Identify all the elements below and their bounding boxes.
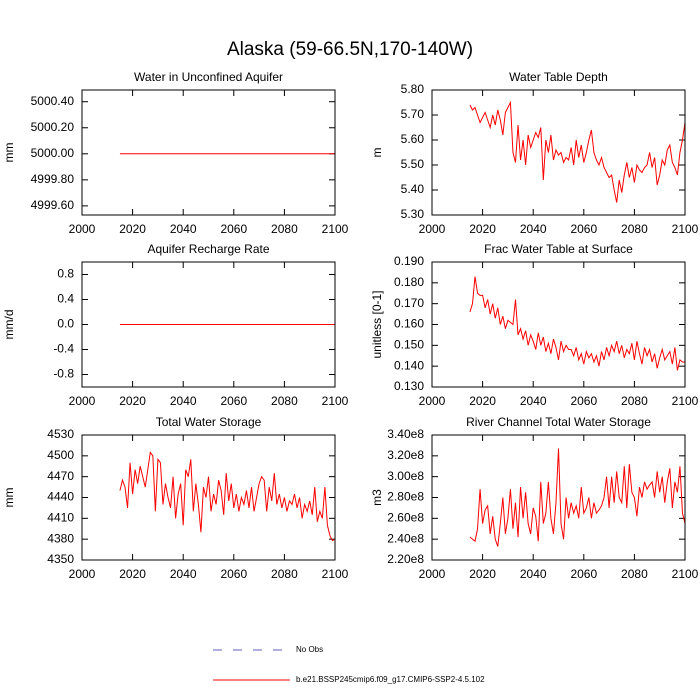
y-tick-label: 3.40e8	[387, 427, 424, 441]
y-tick-label: 4500	[47, 448, 74, 462]
panel-title: Total Water Storage	[156, 415, 262, 429]
y-tick-label: 5.50	[401, 157, 425, 171]
x-tick-label: 2020	[469, 394, 496, 408]
y-tick-label: 3.20e8	[387, 448, 424, 462]
panel-title: Aquifer Recharge Rate	[147, 242, 269, 256]
x-tick-label: 2060	[570, 567, 597, 581]
x-tick-label: 2040	[520, 394, 547, 408]
y-axis-label: m3	[370, 489, 384, 506]
data-line	[469, 448, 686, 547]
y-tick-label: 0.190	[394, 254, 424, 268]
x-tick-label: 2100	[672, 222, 699, 236]
x-tick-label: 2000	[69, 222, 96, 236]
x-tick-label: 2000	[419, 567, 446, 581]
y-tick-label: 4999.80	[31, 172, 75, 186]
y-axis-label: mm	[2, 488, 16, 508]
y-tick-label: 0.170	[394, 296, 424, 310]
x-tick-label: 2100	[322, 394, 349, 408]
y-tick-label: 0.160	[394, 317, 424, 331]
x-tick-label: 2080	[271, 394, 298, 408]
y-tick-label: 5.80	[401, 82, 425, 96]
x-tick-label: 2080	[621, 394, 648, 408]
y-tick-label: -0.4	[53, 342, 74, 356]
y-tick-label: 4380	[47, 531, 74, 545]
plot-frame	[431, 89, 686, 216]
plot-frame	[81, 89, 336, 216]
data-line	[119, 451, 336, 542]
x-tick-label: 2020	[119, 394, 146, 408]
y-tick-label: 4530	[47, 427, 74, 441]
y-tick-label: 0.8	[57, 267, 74, 281]
y-axis-label: m	[370, 148, 384, 158]
y-tick-label: 4999.60	[31, 198, 75, 212]
y-tick-label: 2.20e8	[387, 552, 424, 566]
y-tick-label: -0.8	[53, 367, 74, 381]
data-line	[469, 100, 686, 203]
x-tick-label: 2060	[570, 222, 597, 236]
y-tick-label: 5.60	[401, 132, 425, 146]
y-axis-label: unitless [0-1]	[370, 290, 384, 358]
x-tick-label: 2060	[570, 394, 597, 408]
x-tick-label: 2100	[672, 394, 699, 408]
x-tick-label: 2080	[621, 567, 648, 581]
y-tick-label: 2.80e8	[387, 490, 424, 504]
y-tick-label: 5.70	[401, 107, 425, 121]
x-tick-label: 2000	[69, 394, 96, 408]
x-tick-label: 2020	[119, 567, 146, 581]
x-tick-label: 2100	[322, 222, 349, 236]
x-tick-label: 2020	[469, 567, 496, 581]
x-tick-label: 2040	[520, 222, 547, 236]
y-tick-label: 5000.40	[31, 94, 75, 108]
y-tick-label: 0.0	[57, 317, 74, 331]
x-tick-label: 2020	[469, 222, 496, 236]
x-tick-label: 2080	[621, 222, 648, 236]
panel-title: Water Table Depth	[509, 70, 608, 84]
y-tick-label: 4410	[47, 511, 74, 525]
x-tick-label: 2040	[520, 567, 547, 581]
y-tick-label: 4470	[47, 469, 74, 483]
plot-frame	[431, 434, 686, 561]
y-tick-label: 2.40e8	[387, 531, 424, 545]
y-tick-label: 4440	[47, 490, 74, 504]
y-tick-label: 5000.20	[31, 120, 75, 134]
panel-title: Water in Unconfined Aquifer	[134, 70, 283, 84]
y-tick-label: 5000.00	[31, 146, 75, 160]
plot-frame	[431, 261, 686, 388]
y-tick-label: 5.30	[401, 207, 425, 221]
y-axis-label: mm	[2, 143, 16, 163]
plot-frame	[81, 261, 336, 388]
y-tick-label: 0.130	[394, 379, 424, 393]
y-tick-label: 0.180	[394, 275, 424, 289]
y-tick-label: 3.00e8	[387, 469, 424, 483]
x-tick-label: 2080	[271, 222, 298, 236]
legend-label: b.e21.BSSP245cmip6.f09_g17.CMIP6-SSP2-4.…	[296, 675, 485, 684]
x-tick-label: 2100	[672, 567, 699, 581]
data-line	[469, 276, 685, 371]
panel-title: River Channel Total Water Storage	[466, 415, 651, 429]
y-tick-label: 0.4	[57, 292, 74, 306]
y-tick-label: 0.140	[394, 358, 424, 372]
x-tick-label: 2060	[220, 394, 247, 408]
x-tick-label: 2040	[170, 394, 197, 408]
x-tick-label: 2080	[271, 567, 298, 581]
legend-label: No Obs	[296, 645, 323, 654]
x-tick-label: 2040	[170, 222, 197, 236]
panel-title: Frac Water Table at Surface	[484, 242, 633, 256]
y-axis-label: mm/d	[2, 310, 16, 340]
y-tick-label: 4350	[47, 552, 74, 566]
x-tick-label: 2000	[419, 222, 446, 236]
figure-title: Alaska (59-66.5N,170-140W)	[227, 39, 473, 60]
x-tick-label: 2020	[119, 222, 146, 236]
y-tick-label: 0.150	[394, 338, 424, 352]
y-tick-label: 2.60e8	[387, 511, 424, 525]
x-tick-label: 2060	[220, 222, 247, 236]
x-tick-label: 2040	[170, 567, 197, 581]
x-tick-label: 2000	[69, 567, 96, 581]
plot-frame	[81, 434, 336, 561]
x-tick-label: 2100	[322, 567, 349, 581]
x-tick-label: 2060	[220, 567, 247, 581]
x-tick-label: 2000	[419, 394, 446, 408]
y-tick-label: 5.40	[401, 182, 425, 196]
